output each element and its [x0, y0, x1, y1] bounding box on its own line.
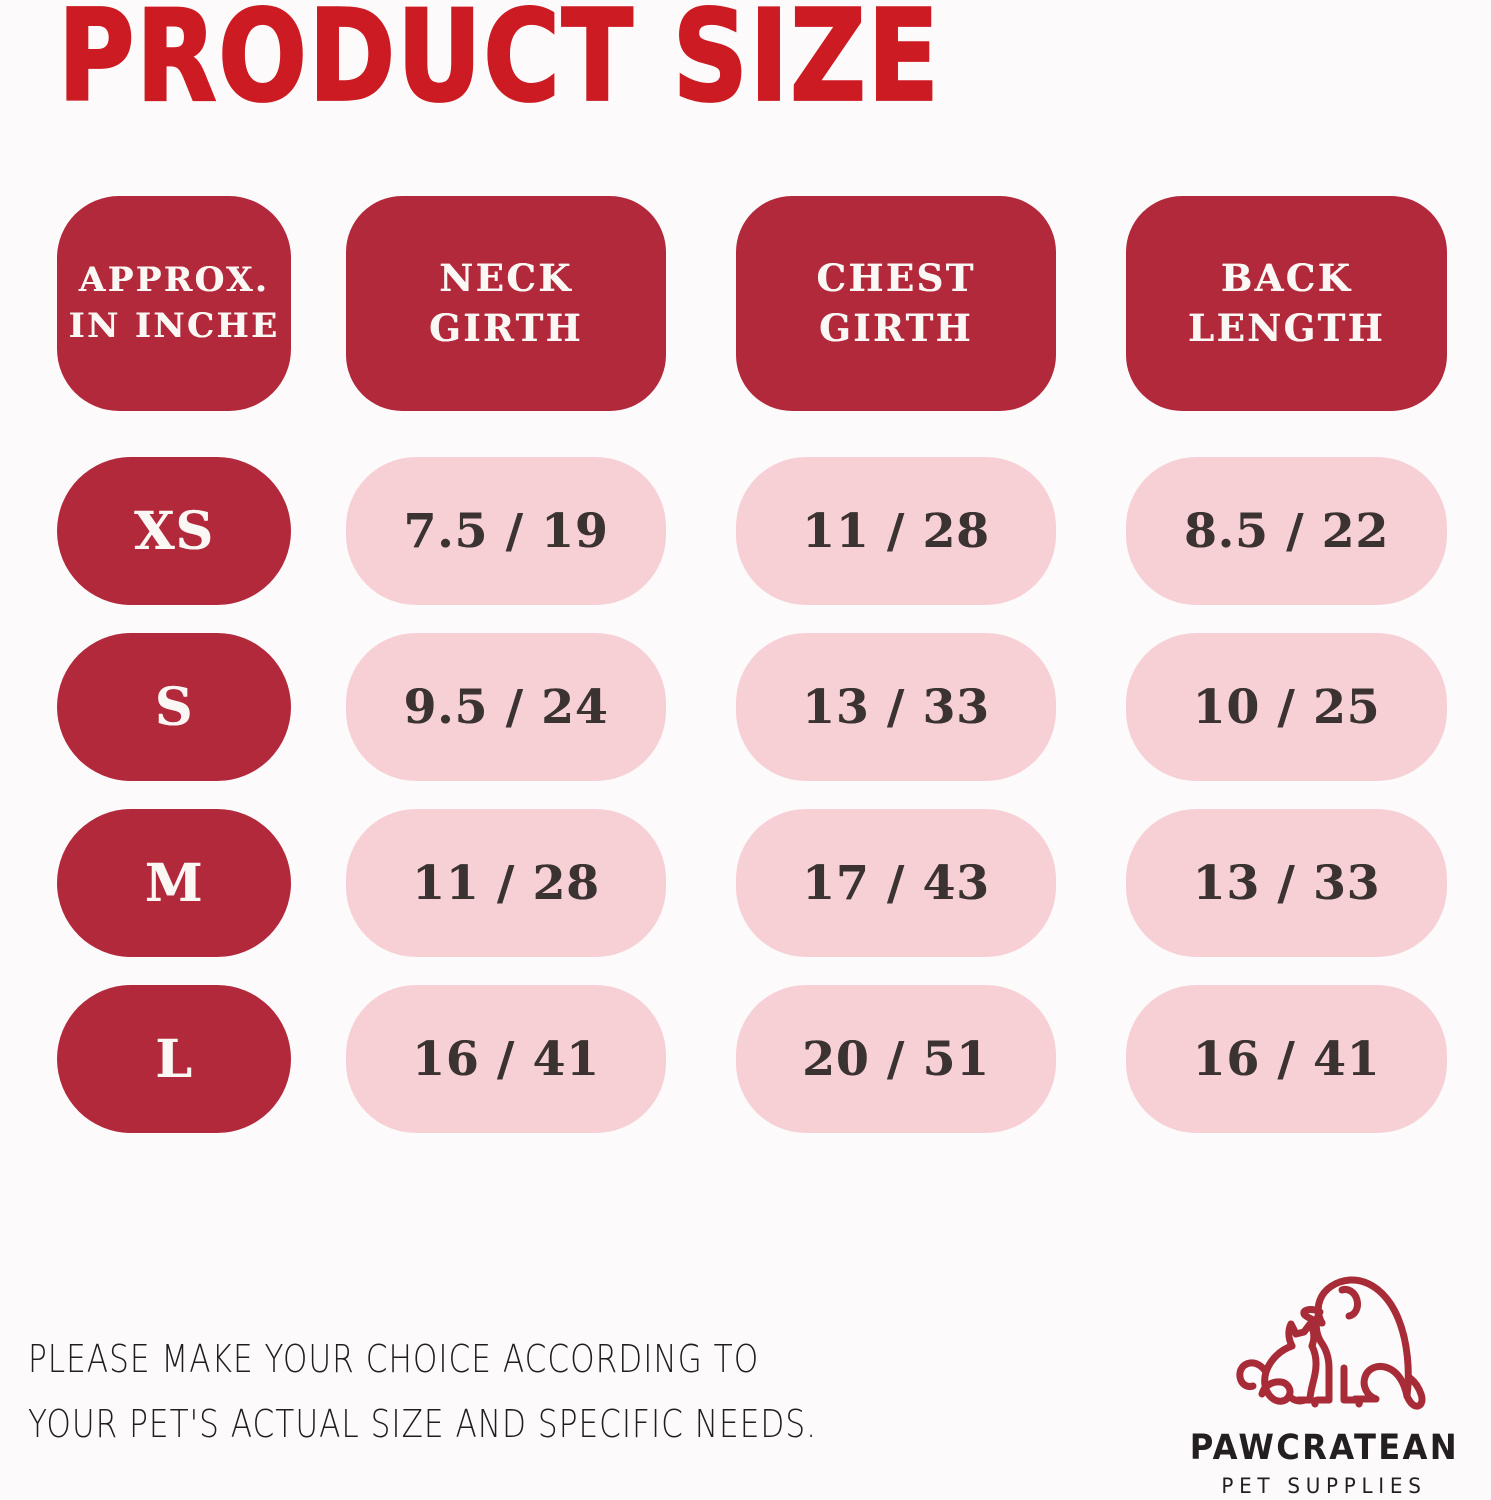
size-label: S [57, 633, 291, 781]
neck-girth-value: 9.5 / 24 [346, 633, 666, 781]
column-header-line-2: LENGTH [1187, 305, 1386, 350]
guidance-note-line-2: YOUR PET'S ACTUAL SIZE AND SPECIFIC NEED… [28, 1402, 818, 1447]
column-header-line-2: GIRTH [429, 305, 583, 350]
brand-name: PAWCRATEAN [1189, 1428, 1459, 1468]
column-header-back-length: BACK LENGTH [1126, 196, 1447, 411]
dog-and-cat-icon [1236, 1276, 1426, 1410]
table-row: L 16 / 41 20 / 51 16 / 41 [57, 985, 1447, 1133]
table-row: S 9.5 / 24 13 / 33 10 / 25 [57, 633, 1447, 781]
column-header-line-1: BACK [1220, 255, 1353, 300]
neck-girth-value: 11 / 28 [346, 809, 666, 957]
table-row: M 11 / 28 17 / 43 13 / 33 [57, 809, 1447, 957]
back-length-value: 8.5 / 22 [1126, 457, 1447, 605]
chest-girth-value: 17 / 43 [736, 809, 1056, 957]
column-header-chest-girth: CHEST GIRTH [736, 196, 1056, 411]
size-chart-table: APPROX. IN INCHE NECK GIRTH CHEST GIRTH … [57, 196, 1447, 1161]
page-title: PRODUCT SIZE [57, 0, 941, 130]
brand-logo: PAWCRATEAN PET SUPPLIES [1169, 1272, 1479, 1498]
table-row: XS 7.5 / 19 11 / 28 8.5 / 22 [57, 457, 1447, 605]
neck-girth-value: 16 / 41 [346, 985, 666, 1133]
chest-girth-value: 20 / 51 [736, 985, 1056, 1133]
column-header-line-1: APPROX. [78, 259, 270, 300]
column-header-line-2: GIRTH [819, 305, 973, 350]
size-label: M [57, 809, 291, 957]
back-length-value: 10 / 25 [1126, 633, 1447, 781]
size-label: L [57, 985, 291, 1133]
column-header-approx-in-inche: APPROX. IN INCHE [57, 196, 291, 411]
brand-tagline: PET SUPPLIES [1221, 1474, 1427, 1498]
table-header-row: APPROX. IN INCHE NECK GIRTH CHEST GIRTH … [57, 196, 1447, 411]
neck-girth-value: 7.5 / 19 [346, 457, 666, 605]
chest-girth-value: 11 / 28 [736, 457, 1056, 605]
guidance-note: PLEASE MAKE YOUR CHOICE ACCORDING TO YOU… [28, 1327, 817, 1458]
back-length-value: 16 / 41 [1126, 985, 1447, 1133]
column-header-neck-girth: NECK GIRTH [346, 196, 666, 411]
chest-girth-value: 13 / 33 [736, 633, 1056, 781]
guidance-note-line-1: PLEASE MAKE YOUR CHOICE ACCORDING TO [28, 1337, 760, 1381]
column-header-line-1: CHEST [816, 255, 976, 300]
size-label: XS [57, 457, 291, 605]
back-length-value: 13 / 33 [1126, 809, 1447, 957]
column-header-line-2: IN INCHE [68, 305, 280, 346]
column-header-line-1: NECK [439, 255, 573, 300]
